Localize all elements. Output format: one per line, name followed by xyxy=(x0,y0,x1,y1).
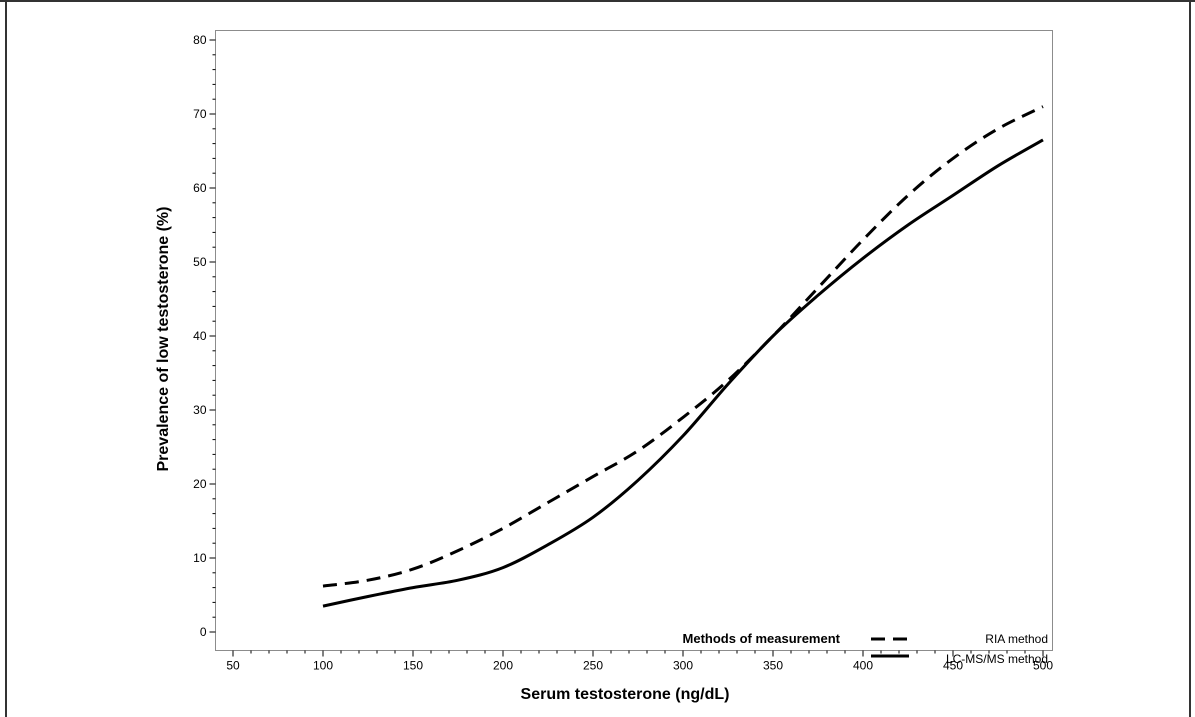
series-line-ria xyxy=(322,105,1044,588)
x-tick-label: 150 xyxy=(403,659,423,673)
series-group xyxy=(322,105,1044,608)
y-tick-label: 70 xyxy=(193,107,207,121)
x-tick-label: 350 xyxy=(763,659,783,673)
x-axis-label: Serum testosterone (ng/dL) xyxy=(521,686,730,703)
x-tick-label: 450 xyxy=(943,659,963,673)
y-axis-label: Prevalence of low testosterone (%) xyxy=(155,207,172,472)
x-tick-label: 500 xyxy=(1033,659,1053,673)
x-tick-label: 50 xyxy=(226,659,240,673)
y-tick-label: 10 xyxy=(193,551,207,565)
legend: Methods of measurement RIA method LC-MS/… xyxy=(683,631,1048,666)
legend-label-lcms: LC-MS/MS method xyxy=(946,652,1048,666)
x-axis: 50 100 150 200 250 300 350 400 450 500 xyxy=(226,650,1053,673)
y-tick-label: 50 xyxy=(193,255,207,269)
y-tick-label: 30 xyxy=(193,403,207,417)
legend-title: Methods of measurement xyxy=(683,631,841,646)
x-tick-label: 250 xyxy=(583,659,603,673)
y-tick-label: 60 xyxy=(193,181,207,195)
x-tick-label: 300 xyxy=(673,659,693,673)
series-line-lcms xyxy=(322,138,1044,608)
plot-area xyxy=(215,30,1053,651)
x-tick-label: 400 xyxy=(853,659,873,673)
legend-label-ria: RIA method xyxy=(985,632,1048,646)
y-axis: 0 10 20 30 40 50 60 70 80 xyxy=(193,33,216,639)
y-tick-label: 40 xyxy=(193,329,207,343)
y-tick-label: 20 xyxy=(193,477,207,491)
y-tick-label: 0 xyxy=(200,625,207,639)
x-tick-label: 100 xyxy=(313,659,333,673)
y-tick-label: 80 xyxy=(193,33,207,47)
x-tick-label: 200 xyxy=(493,659,513,673)
